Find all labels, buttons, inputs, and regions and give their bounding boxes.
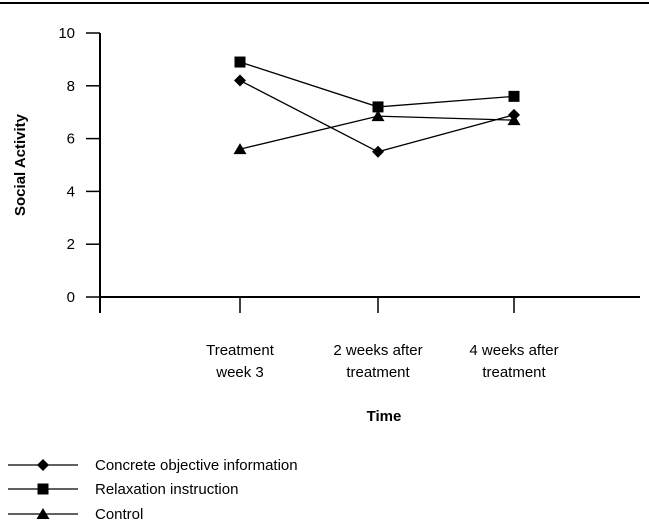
data-point-square-1 — [372, 101, 384, 113]
legend-marker-square — [37, 483, 49, 495]
y-tick-label-4: 4 — [67, 183, 75, 200]
legend: Concrete objective information Relaxation… — [8, 457, 298, 523]
x-tick-label-0-1: week 3 — [215, 364, 264, 381]
legend-marker-diamond — [37, 459, 49, 471]
data-point-diamond-0 — [234, 74, 246, 87]
series-markers — [233, 56, 521, 158]
y-tick-label-0: 0 — [67, 289, 75, 306]
data-point-triangle-2 — [507, 114, 521, 126]
data-point-triangle-1 — [371, 110, 385, 122]
y-tick-label-6: 6 — [67, 131, 75, 148]
x-tick-label-1-0: 2 weeks after — [333, 342, 422, 359]
legend-label-triangle: Control — [95, 506, 143, 523]
x-tick-label-2-0: 4 weeks after — [469, 342, 558, 359]
data-point-square-2 — [508, 90, 520, 102]
y-tick-label-10: 10 — [58, 25, 75, 42]
legend-label-square: Relaxation instruction — [95, 481, 238, 498]
y-axis-title: Social Activity — [12, 113, 29, 216]
legend-label-diamond: Concrete objective information — [95, 457, 298, 474]
data-point-triangle-0 — [233, 143, 247, 155]
x-axis-title: Time — [367, 408, 402, 425]
series-line-square — [239, 61, 515, 108]
data-point-diamond-1 — [372, 145, 384, 158]
x-tick-label-2-1: treatment — [482, 364, 546, 381]
x-tick-label-1-1: treatment — [346, 364, 410, 381]
legend-marker-triangle — [36, 508, 50, 519]
x-tick-label-0-0: Treatment — [206, 342, 275, 359]
data-point-square-0 — [234, 56, 246, 68]
axes: 0 2 4 6 8 10 Treatment week 3 2 weeks after treat… — [58, 25, 640, 381]
y-tick-label-2: 2 — [67, 236, 75, 253]
y-tick-label-8: 8 — [67, 78, 75, 95]
